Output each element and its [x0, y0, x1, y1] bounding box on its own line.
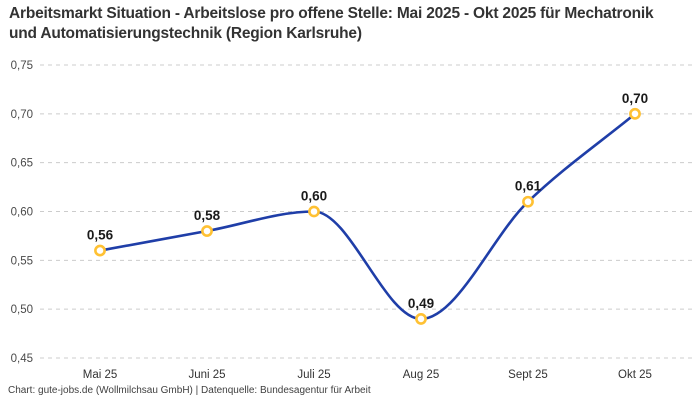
x-axis-tick-label: Okt 25 [618, 369, 652, 381]
y-axis-tick-label: 0,50 [11, 304, 33, 316]
y-axis-tick-label: 0,60 [11, 207, 33, 219]
y-axis-tick-label: 0,65 [11, 158, 33, 170]
data-point-marker [629, 107, 641, 120]
data-point-value-label: 0,49 [408, 296, 434, 311]
x-axis-tick-label: Aug 25 [403, 369, 439, 381]
data-point-value-label: 0,61 [515, 179, 542, 194]
data-point-marker [415, 313, 427, 325]
chart-source-attribution: Chart: gute-jobs.de (Wollmilchsau GmbH) … [8, 385, 371, 396]
data-point-marker [522, 195, 534, 208]
data-point-marker [308, 205, 320, 218]
data-point-value-label: 0,56 [87, 228, 114, 243]
data-point-value-label: 0,58 [194, 208, 221, 223]
y-axis-tick-label: 0,70 [11, 109, 33, 121]
data-point-marker [94, 244, 106, 257]
y-axis-tick-label: 0,45 [11, 353, 33, 365]
x-axis-tick-label: Juli 25 [297, 369, 330, 381]
y-axis-tick-label: 0,75 [11, 60, 33, 72]
x-axis-tick-label: Mai 25 [83, 369, 118, 381]
data-series-line [98, 112, 637, 321]
x-axis-tick-label: Sept 25 [508, 369, 548, 381]
data-point-value-label: 0,70 [622, 91, 648, 106]
y-axis-tick-label: 0,55 [11, 255, 33, 267]
chart-title: Arbeitsmarkt Situation - Arbeitslose pro… [9, 5, 654, 42]
x-axis-tick-label: Juni 25 [188, 369, 225, 381]
data-point-value-label: 0,60 [301, 189, 327, 204]
data-point-marker [201, 225, 213, 237]
